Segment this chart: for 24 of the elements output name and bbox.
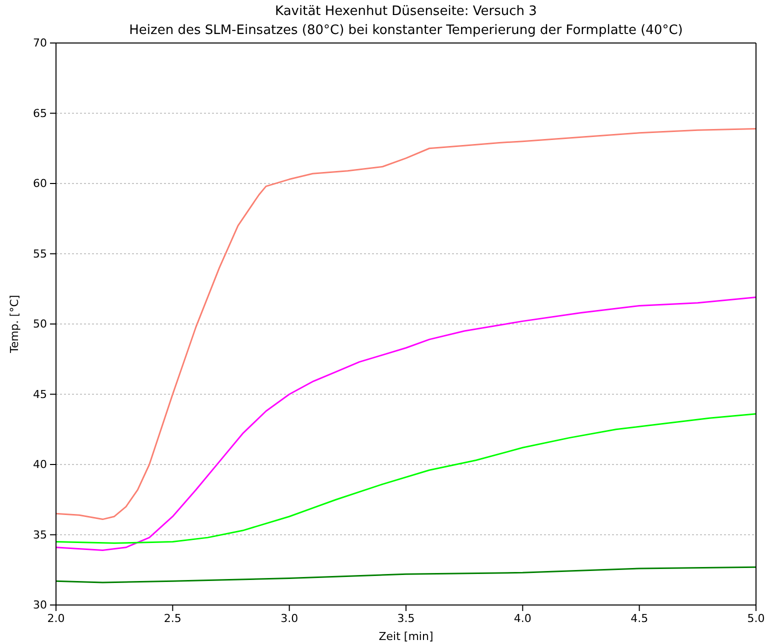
x-tick-label: 3.5 [397, 612, 415, 625]
y-tick-label: 70 [33, 36, 47, 50]
x-axis-title: Zeit [min] [378, 630, 434, 643]
line-series [55, 128, 757, 520]
y-axis-title: Temp. [°C] [8, 294, 21, 354]
y-tick-label: 60 [33, 177, 47, 190]
x-tick-label: 2.5 [164, 612, 182, 625]
x-tick-label: 5.0 [747, 612, 765, 625]
chart-title: Kavität Hexenhut Düsenseite: Versuch 3 [275, 4, 537, 19]
y-tick-label: 40 [33, 458, 47, 472]
y-tick-label: 45 [33, 388, 47, 401]
line-series [55, 296, 757, 551]
y-tick-label: 50 [33, 318, 47, 331]
line-series [55, 413, 757, 544]
x-tick-label: 2.0 [47, 612, 65, 625]
x-tick-label: 4.5 [630, 612, 648, 625]
y-tick-label: 55 [33, 247, 47, 260]
chart-subtitle: Heizen des SLM-Einsatzes (80°C) bei konstanter Temperierung der Formplatte (40°C) [129, 23, 683, 38]
line-series [55, 566, 757, 584]
y-tick-label: 35 [33, 528, 47, 542]
x-tick-label: 3.0 [280, 612, 298, 625]
x-tick-label: 4.0 [514, 612, 532, 625]
y-tick-label: 30 [33, 598, 47, 612]
y-tick-label: 65 [33, 106, 47, 120]
